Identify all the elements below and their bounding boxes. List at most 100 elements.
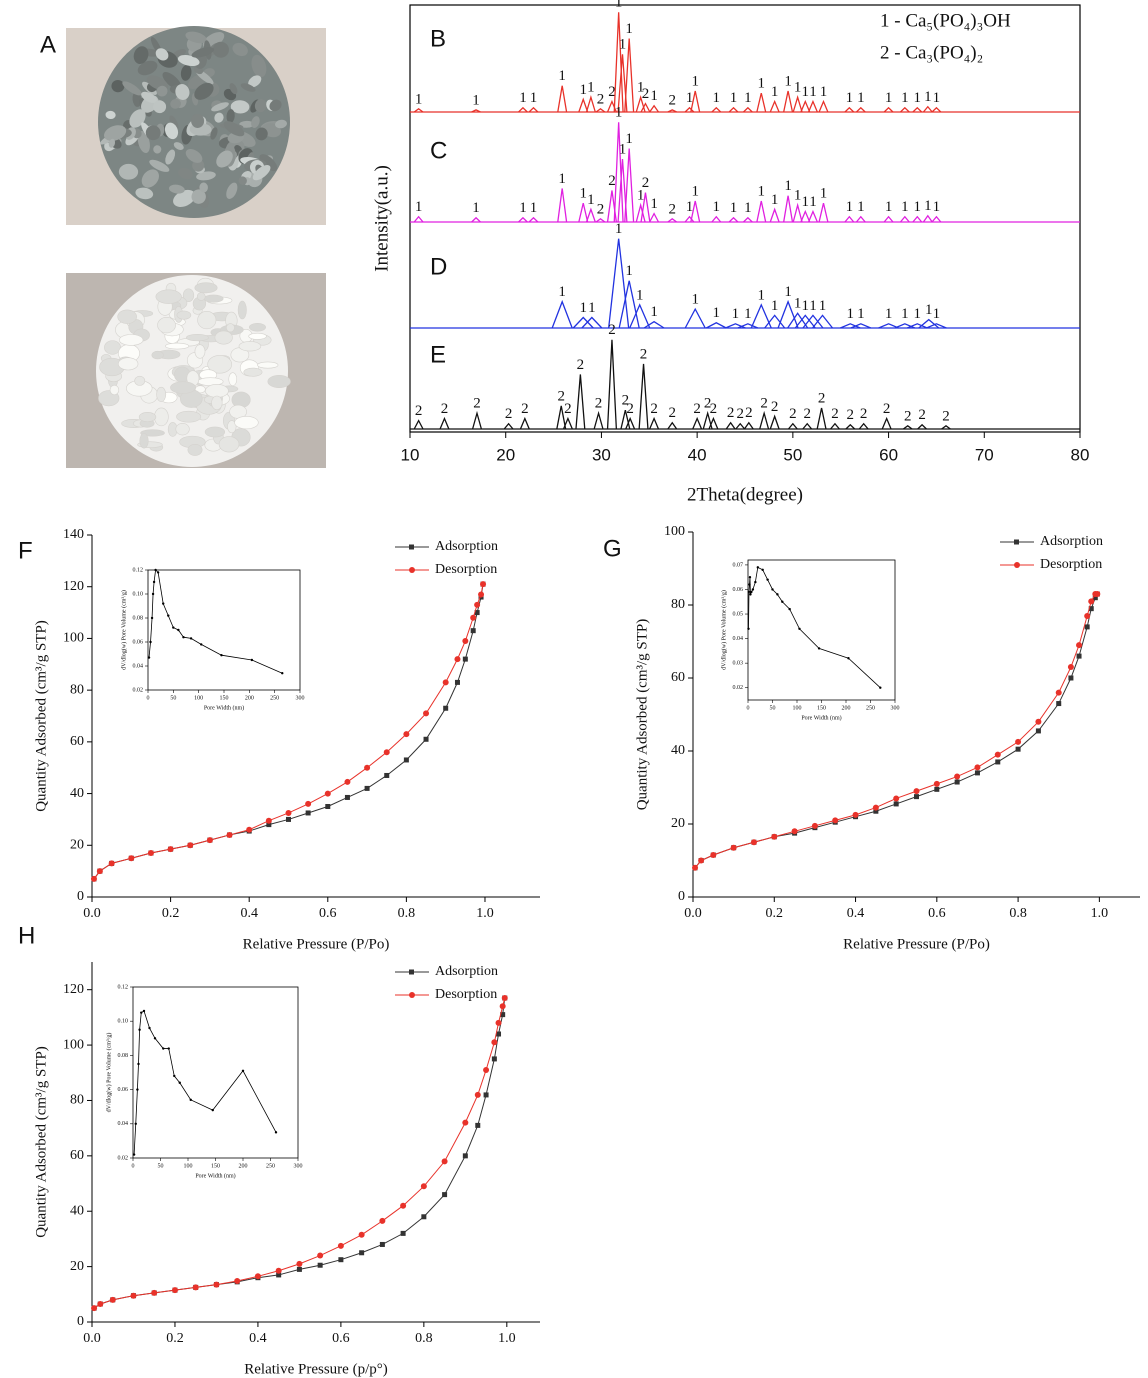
data-point <box>933 780 940 787</box>
photo-fragment <box>185 149 203 163</box>
data-point <box>379 1217 386 1224</box>
inset-point <box>156 571 160 574</box>
x-axis-label: Relative Pressure (P/Po) <box>243 936 390 952</box>
inset-point <box>200 643 203 646</box>
peak-label: 1 <box>579 186 587 202</box>
peak-label: 2 <box>693 401 701 417</box>
peak <box>769 99 780 113</box>
data-point <box>995 759 1001 765</box>
photo-fragment <box>176 410 202 423</box>
data-point <box>275 1267 282 1274</box>
peak-label: 1 <box>519 200 527 216</box>
data-point <box>108 860 115 867</box>
peak-label: 1 <box>784 73 792 89</box>
peak <box>595 218 606 223</box>
x-tick-label: 0.8 <box>415 1331 433 1346</box>
photo-fragment <box>133 46 149 64</box>
inset-frame <box>147 569 301 691</box>
photo-fragment <box>185 31 207 44</box>
peak <box>787 422 798 430</box>
peak-label: 2 <box>942 408 950 424</box>
inset-y-tick-label: 0.02 <box>118 1155 129 1161</box>
data-point <box>285 809 292 816</box>
peak <box>684 106 695 113</box>
data-point <box>462 1119 469 1126</box>
inset-x-tick-label: 300 <box>296 695 305 701</box>
peak <box>802 422 813 430</box>
inset-point <box>281 672 284 675</box>
photo-fragment <box>135 187 154 200</box>
panel-letter: A <box>40 31 56 58</box>
photo-fragment <box>117 309 137 324</box>
photo-fragment <box>211 102 229 112</box>
y-tick-label: 80 <box>70 682 84 697</box>
peak <box>581 316 603 329</box>
peak-label: 1 <box>857 199 865 215</box>
photo-fragment <box>105 110 116 120</box>
photo-fragment <box>232 42 248 57</box>
photo-fragment <box>164 122 179 140</box>
peak-label: 2 <box>847 407 855 423</box>
x-tick-label: 40 <box>688 445 707 464</box>
peak-label: 1 <box>758 287 766 303</box>
photo-fragment <box>175 423 190 436</box>
photo-fragment <box>138 412 157 423</box>
peak <box>922 214 933 223</box>
peak <box>711 106 722 113</box>
data-point <box>893 801 899 807</box>
data-point <box>934 786 940 792</box>
peak-label: 1 <box>650 88 658 104</box>
inset-point <box>241 1069 245 1072</box>
photo-fragment <box>212 41 229 58</box>
peak <box>585 95 596 113</box>
data-point <box>1055 689 1062 696</box>
data-point <box>379 1241 385 1247</box>
data-point <box>442 1192 448 1198</box>
data-point <box>483 1092 489 1098</box>
peak <box>783 90 794 113</box>
peak <box>883 106 894 113</box>
peak-label: 1 <box>625 131 633 147</box>
peak <box>562 416 573 430</box>
photo-fragment <box>194 282 218 294</box>
isotherm-line <box>93 584 484 880</box>
y-tick-label: 100 <box>63 1037 84 1052</box>
peak-label: 2 <box>640 346 648 362</box>
peak-label: 1 <box>771 192 779 208</box>
y-tick-label: 120 <box>63 982 84 997</box>
inset-point <box>167 614 170 617</box>
photo-fragment <box>240 83 256 92</box>
peak <box>728 216 739 223</box>
photo-fragment <box>248 323 266 332</box>
peak <box>807 99 818 113</box>
y-tick-label: 80 <box>671 597 685 612</box>
peak-label: 1 <box>784 284 792 300</box>
peak <box>769 414 780 430</box>
photo-fragment <box>109 384 120 396</box>
peak <box>922 105 933 113</box>
peak-label: 1 <box>686 199 694 215</box>
inset-point <box>147 656 151 659</box>
peak-label: 1 <box>901 90 909 106</box>
peak-label: 2 <box>918 407 926 423</box>
peak-label: 1 <box>587 80 595 96</box>
photo-fragment <box>177 54 200 67</box>
x-tick-label: 0.6 <box>332 1331 350 1346</box>
inset-y-tick-label: 0.04 <box>133 663 144 669</box>
peak-label: 1 <box>691 292 699 308</box>
panel-letter: F <box>18 537 33 564</box>
data-point <box>317 1262 323 1268</box>
photo-fragment <box>134 375 146 386</box>
data-point <box>359 1250 365 1256</box>
data-point <box>462 1153 468 1159</box>
peak-label: 1 <box>744 200 752 216</box>
data-point <box>974 764 981 771</box>
photo-fragment <box>122 81 142 96</box>
peak-label: 1 <box>820 186 828 202</box>
peak <box>690 200 701 223</box>
peak <box>907 323 928 329</box>
photo-fragment <box>139 433 149 449</box>
legend-entry: Desorption <box>435 987 497 1002</box>
peak-label: 2 <box>597 201 605 217</box>
inset-x-tick-label: 0 <box>132 1163 135 1169</box>
